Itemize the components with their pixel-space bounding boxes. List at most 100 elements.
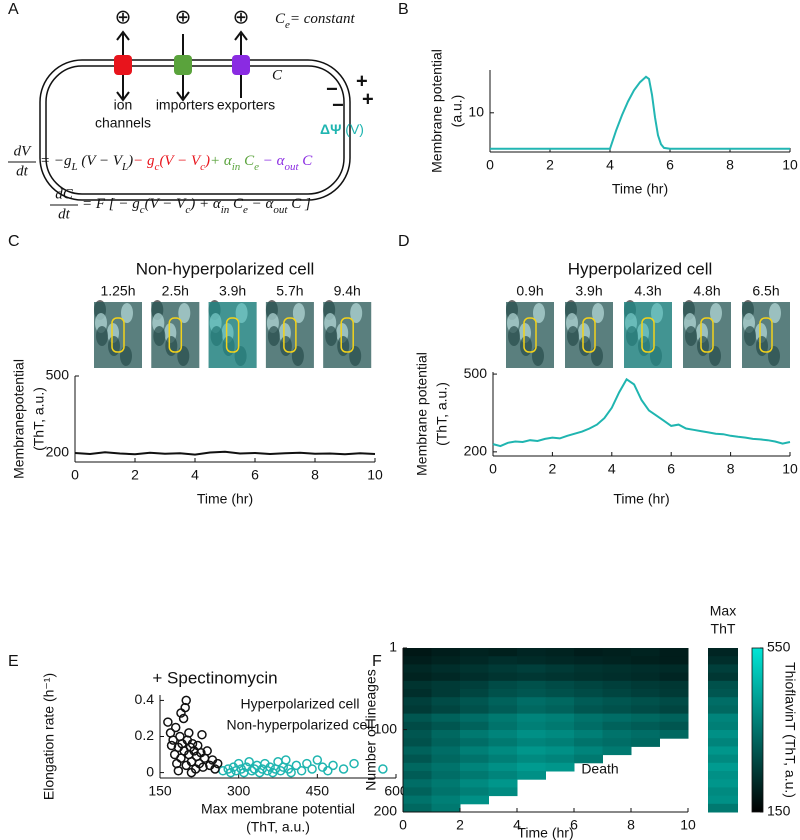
heatmap-cell [488, 713, 518, 723]
heatmap-cell [545, 746, 575, 756]
cell-outline [225, 317, 240, 353]
heatmap-cell [460, 779, 489, 788]
equation-body: = F [ − gc(V − Vc) + αin Ce − αout C ] [82, 196, 311, 215]
scatter-point [328, 760, 338, 771]
text-part: (V) [341, 121, 364, 137]
heatmap-cell [403, 787, 432, 797]
heatmap-cell [488, 680, 518, 690]
heatmap-cell [460, 771, 489, 780]
transporter-label: exporters [217, 97, 275, 113]
text-part: e [243, 204, 248, 216]
importer [174, 55, 192, 75]
text-part: c [185, 204, 190, 216]
snapshot-label: 9.4h [334, 283, 361, 299]
image-texture [325, 326, 338, 346]
text-part: + α [210, 153, 233, 169]
colorbar-label: ThioflavinT (ThT, a.u.) [782, 662, 798, 798]
snapshot-image [565, 300, 613, 368]
x-tick-label: 4 [606, 157, 614, 173]
text-part: C [299, 153, 314, 169]
legend-entry: Hyperpolarized cell [240, 696, 359, 712]
arrow-head [116, 30, 130, 102]
image-tint [323, 302, 372, 368]
snapshot-image [323, 300, 372, 368]
data-line [492, 377, 791, 448]
heatmap-cell [488, 689, 518, 698]
max-cell [708, 771, 738, 780]
x-tick-label: 4 [608, 461, 616, 477]
x-tick-label: 2 [456, 817, 464, 833]
heatmap-cell [517, 697, 546, 706]
scatter-point [178, 713, 189, 724]
scatter-point [176, 708, 186, 718]
heatmap-cell [403, 795, 432, 805]
scatter-point [323, 766, 333, 776]
heatmap-cell [403, 762, 432, 772]
heatmap-cell [488, 664, 518, 674]
heatmap-cell [403, 713, 432, 723]
x-tick-label: 450 [306, 783, 330, 799]
heatmap-cell [517, 664, 546, 674]
scatter-point [202, 746, 212, 756]
heatmap-cell [659, 721, 689, 731]
legend-entry: Non-hyperpolarized cell [226, 717, 373, 733]
heatmap-cell [431, 713, 461, 723]
heatmap-cell [488, 787, 518, 797]
heatmap-cell [403, 656, 432, 665]
image-tint [742, 302, 790, 368]
heatmap-cell [631, 738, 660, 747]
cell-outline [340, 317, 354, 353]
x-tick-label: 6 [666, 157, 674, 173]
heatmap-cell [403, 680, 432, 690]
text-part: = −g [40, 153, 72, 169]
heatmap-cell [602, 648, 632, 657]
heatmap-cell [545, 762, 575, 772]
heatmap-cell [659, 730, 689, 739]
x-tick-label: 2 [131, 467, 139, 483]
snapshot-image [742, 300, 790, 368]
panel-label: A [8, 1, 19, 18]
max-cell [708, 664, 738, 674]
max-cell [708, 672, 738, 682]
heatmap-cell [545, 730, 575, 739]
heatmap-cell [488, 779, 518, 788]
text-part: − g [133, 153, 155, 169]
chart-title: Hyperpolarized cell [568, 259, 713, 278]
heatmap-cell [460, 787, 489, 797]
ion-channel [114, 55, 132, 75]
snapshot-image [208, 300, 257, 368]
heatmap-cell [460, 689, 489, 698]
y-axis-label: Membrane potential [414, 352, 430, 476]
heatmap-cell [545, 689, 575, 698]
scatter-point [210, 764, 220, 774]
max-cell [708, 697, 738, 706]
heatmap-cell [602, 738, 632, 747]
heatmap-cell [602, 656, 632, 665]
max-cell [708, 689, 738, 698]
text-part: ) + α [189, 196, 222, 212]
text-part: out [273, 204, 288, 216]
heatmap-cell [659, 672, 689, 682]
heatmap-cell [431, 697, 461, 706]
heatmap-cell [488, 656, 518, 665]
heatmap-cell [545, 664, 575, 674]
scatter-point [233, 758, 244, 769]
heatmap-cell [574, 746, 603, 756]
x-tick-label: 4 [191, 467, 199, 483]
transporter-label: channels [95, 115, 151, 131]
heatmap-cell [602, 664, 632, 674]
image-texture [579, 336, 591, 356]
heatmap-cell [517, 762, 546, 772]
heatmap-cell [659, 697, 689, 706]
y-tick-label: 100 [374, 720, 398, 736]
heatmap-cell [403, 771, 432, 780]
scatter-point [302, 758, 312, 769]
scatter-point [286, 767, 296, 778]
y-axis-label: Elongation rate (h⁻¹) [41, 673, 57, 800]
heatmap-cell [602, 705, 632, 715]
heatmap-cell [517, 713, 546, 723]
heatmap-cell [431, 795, 461, 805]
text-part: C [275, 11, 286, 27]
text-part: L [71, 161, 78, 173]
